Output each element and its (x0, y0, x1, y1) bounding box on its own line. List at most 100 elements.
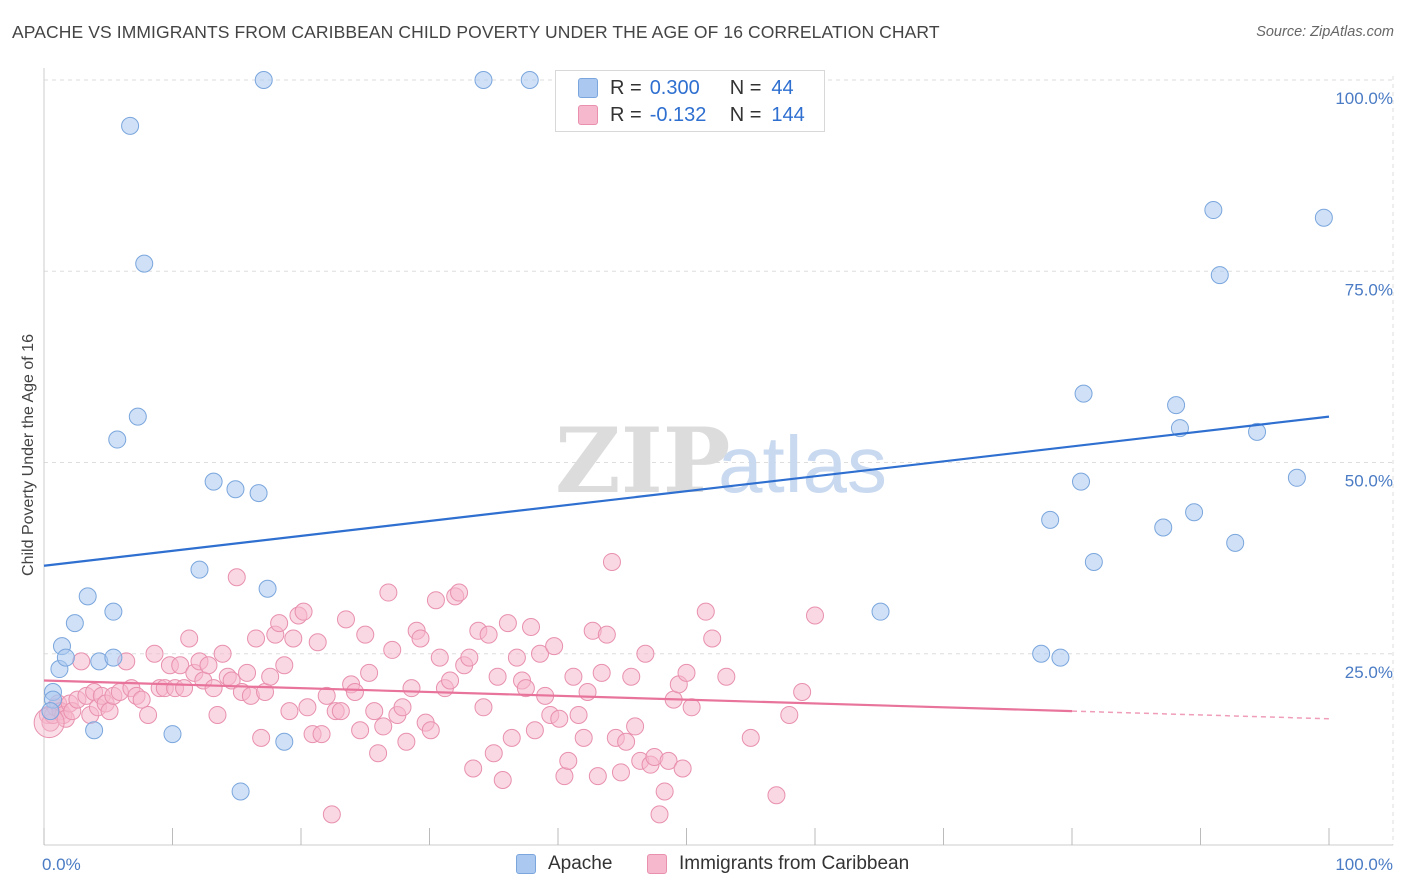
legend-r-value: 0.300 (649, 76, 700, 99)
caribbean-point (659, 751, 678, 770)
caribbean-point (365, 702, 384, 721)
caribbean-point (383, 640, 402, 659)
caribbean-point (204, 679, 223, 698)
caribbean-point (421, 721, 440, 740)
caribbean-point (655, 782, 674, 801)
caribbean-point (402, 679, 421, 698)
caribbean-point (611, 763, 630, 782)
apache-point (1210, 266, 1229, 285)
legend-item-apache[interactable]: Apache (516, 853, 612, 875)
apache-point (108, 430, 127, 449)
caribbean-point (574, 728, 593, 747)
caribbean-point (588, 767, 607, 786)
caribbean-point (331, 702, 350, 721)
caribbean-point (374, 717, 393, 736)
caribbean-point (650, 805, 669, 824)
apache-point (258, 579, 277, 598)
legend-n-value: 44 (771, 76, 794, 99)
caribbean-point (677, 663, 696, 682)
caribbean-point (597, 625, 616, 644)
watermark-atlas: atlas (718, 420, 887, 509)
caribbean-point (208, 705, 227, 724)
caribbean-point (460, 648, 479, 667)
apache-point (121, 116, 140, 135)
y-axis-label: Child Poverty Under the Age of 16 (20, 334, 37, 576)
caribbean-point (602, 552, 621, 571)
source-note: Source: ZipAtlas.com (1256, 24, 1394, 40)
caribbean-point (238, 663, 257, 682)
caribbean-point (280, 702, 299, 721)
caribbean-point (145, 644, 164, 663)
apache-point (128, 407, 147, 426)
caribbean-point (550, 709, 569, 728)
caribbean-point (213, 644, 232, 663)
caribbean-point (308, 633, 327, 652)
legend-n-value: 144 (771, 103, 805, 126)
apache-point (1041, 510, 1060, 529)
caribbean-point (493, 770, 512, 789)
apache-point (190, 560, 209, 579)
caribbean-point (703, 629, 722, 648)
apache-point (65, 614, 84, 633)
legend-row-apache: R = 0.300 N = 44 (578, 76, 794, 100)
caribbean-point (559, 751, 578, 770)
caribbean-trend-extension (1071, 710, 1330, 720)
caribbean-point (555, 767, 574, 786)
caribbean-point (531, 644, 550, 663)
caribbean-point (479, 625, 498, 644)
caribbean-point (345, 683, 364, 701)
apache-point (204, 472, 223, 491)
caribbean-point (426, 591, 445, 610)
caribbean-point (351, 721, 370, 740)
caribbean-point (100, 702, 119, 721)
apache-swatch (516, 854, 536, 874)
caribbean-point (430, 648, 449, 667)
caribbean-point (411, 629, 430, 648)
apache-point (1204, 201, 1223, 220)
caribbean-point (626, 717, 645, 736)
caribbean-point (569, 705, 588, 724)
series-legend: Apache Immigrants from Caribbean (0, 850, 1406, 880)
caribbean-point (474, 698, 493, 717)
apache-swatch (578, 78, 598, 98)
apache-point (226, 480, 245, 499)
apache-point (104, 648, 123, 667)
apache-point (163, 725, 182, 744)
apache-point (78, 587, 97, 606)
caribbean-point (72, 652, 91, 671)
apache-point (104, 602, 123, 621)
caribbean-point (806, 606, 824, 625)
apache-point (231, 782, 250, 801)
x-tick-label: 0.0% (42, 855, 81, 874)
caribbean-point (484, 744, 503, 763)
caribbean-point (252, 728, 271, 747)
apache-point (85, 721, 104, 740)
caribbean-point (397, 732, 416, 751)
x-tick-label: 100.0% (1335, 855, 1393, 874)
caribbean-point (322, 805, 341, 824)
apache-point (1154, 518, 1173, 537)
caribbean-point (525, 721, 544, 740)
apache-point (1084, 552, 1103, 571)
apache-point (56, 648, 75, 667)
apache-point (275, 732, 294, 751)
caribbean-point (767, 786, 786, 805)
caribbean-point (139, 705, 158, 724)
caribbean-point (247, 629, 266, 648)
caribbean-point (275, 656, 294, 675)
caribbean-point (312, 725, 331, 744)
caribbean-point (717, 667, 736, 686)
tick-labels: 25.0% 50.0% 75.0% 100.0% 0.0% 100.0% (42, 89, 1393, 874)
caribbean-point (780, 705, 799, 724)
caribbean-point (294, 602, 313, 621)
caribbean-trend-line (43, 679, 1073, 713)
y-tick-label: 25.0% (1345, 663, 1393, 682)
caribbean-point (222, 671, 241, 690)
series-caribbean-points (33, 552, 824, 824)
caribbean-point (622, 667, 641, 686)
caribbean-point (356, 625, 375, 644)
apache-point (1314, 208, 1333, 227)
caribbean-point (502, 728, 521, 747)
legend-item-caribbean[interactable]: Immigrants from Caribbean (647, 853, 909, 875)
series-apache-points (41, 71, 1333, 801)
